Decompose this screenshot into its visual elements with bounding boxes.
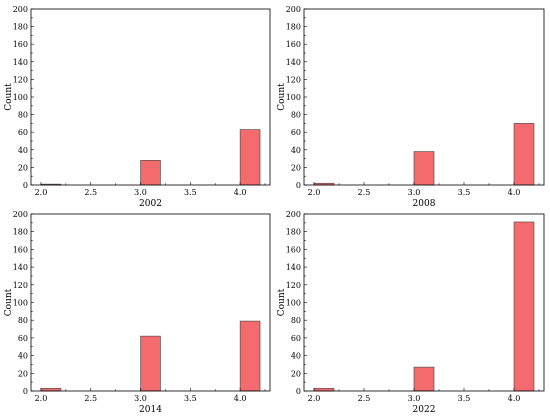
y-tick-label: 60 — [291, 128, 301, 137]
x-axis-title: 2022 — [413, 405, 436, 415]
y-tick-label: 160 — [286, 245, 301, 254]
x-tick-label: 3.0 — [408, 394, 421, 403]
y-tick-label: 40 — [291, 352, 301, 361]
x-tick-label: 3.0 — [134, 394, 147, 403]
y-tick-label: 160 — [13, 40, 28, 49]
y-tick-label: 40 — [18, 146, 28, 155]
plot-frame — [30, 8, 271, 186]
y-axis-title: Count — [277, 288, 287, 316]
y-tick-label: 80 — [291, 111, 301, 120]
y-tick-label: 200 — [13, 210, 28, 219]
y-tick-label: 20 — [291, 163, 301, 172]
bar-2002-3.0 — [140, 160, 161, 186]
y-tick-label: 60 — [291, 334, 301, 343]
y-tick-label: 0 — [23, 387, 28, 396]
y-tick-label: 100 — [13, 299, 28, 308]
x-tick-label: 2.5 — [84, 188, 97, 197]
y-tick-label: 80 — [18, 316, 28, 325]
x-tick-label: 3.5 — [184, 394, 197, 403]
x-tick-label: 3.0 — [134, 188, 147, 197]
chart-panel-2022: 0 20 40 60 80 100 120 140 160 180 200 2.0 2.5 3.0 3.5 4… — [277, 210, 545, 415]
y-tick-label: 120 — [286, 75, 301, 84]
y-tick-label: 140 — [13, 263, 28, 272]
x-tick-label: 4.0 — [234, 188, 247, 197]
chart-panel-2008: 0 20 40 60 80 100 120 140 160 180 200 2.0 2.5 3.0 3.5 4… — [277, 5, 545, 209]
x-tick-label: 2.0 — [308, 188, 321, 197]
plot-frame — [303, 213, 545, 392]
x-tick-label: 4.0 — [234, 394, 247, 403]
y-tick-label: 0 — [296, 387, 301, 396]
y-tick-label: 0 — [23, 181, 28, 190]
y-tick-label: 100 — [13, 93, 28, 102]
y-tick-label: 100 — [286, 299, 301, 308]
y-tick-label: 80 — [291, 316, 301, 325]
y-tick-label: 180 — [13, 228, 28, 237]
chart-panel-2002: 0 20 40 60 80 100 120 140 160 180 200 2.0 2.5 3.0 3.5 4… — [4, 5, 271, 209]
bar-2002-4.0 — [239, 129, 261, 186]
bar-2008-3.0 — [413, 151, 435, 186]
y-tick-label: 120 — [13, 75, 28, 84]
x-tick-label: 3.5 — [458, 394, 471, 403]
y-tick-label: 60 — [18, 334, 28, 343]
y-tick-label: 140 — [13, 58, 28, 67]
x-tick-label: 2.0 — [35, 394, 48, 403]
y-tick-label: 200 — [286, 210, 301, 219]
y-tick-label: 200 — [13, 5, 28, 14]
y-tick-label: 140 — [286, 58, 301, 67]
y-tick-label: 180 — [286, 228, 301, 237]
y-tick-label: 160 — [286, 40, 301, 49]
x-tick-label: 4.0 — [508, 188, 521, 197]
y-tick-label: 120 — [13, 281, 28, 290]
y-tick-label: 20 — [18, 163, 28, 172]
x-tick-label: 2.0 — [35, 188, 48, 197]
y-tick-label: 20 — [18, 369, 28, 378]
y-tick-label: 60 — [18, 128, 28, 137]
x-axis-title: 2008 — [413, 199, 436, 209]
y-tick-label: 100 — [286, 93, 301, 102]
x-axis-title: 2014 — [139, 405, 162, 415]
x-tick-label: 2.0 — [308, 394, 321, 403]
y-axis-title: Count — [4, 288, 14, 316]
y-tick-label: 160 — [13, 245, 28, 254]
x-tick-label: 3.5 — [458, 188, 471, 197]
bar-2022-4.0 — [513, 221, 535, 392]
y-tick-label: 180 — [286, 23, 301, 32]
bar-2022-3.0 — [413, 366, 435, 392]
y-tick-label: 40 — [18, 352, 28, 361]
x-tick-label: 3.5 — [184, 188, 197, 197]
x-tick-label: 2.5 — [358, 188, 371, 197]
y-tick-label: 140 — [286, 263, 301, 272]
y-tick-label: 0 — [296, 181, 301, 190]
x-tick-label: 2.5 — [84, 394, 97, 403]
y-tick-label: 200 — [286, 5, 301, 14]
y-axis-title: Count — [4, 83, 14, 111]
chart-panel-2014: 0 20 40 60 80 100 120 140 160 180 200 2.0 2.5 3.0 3.5 4… — [4, 210, 271, 415]
bar-2014-3.0 — [140, 335, 161, 392]
y-tick-label: 40 — [291, 146, 301, 155]
x-tick-label: 3.0 — [408, 188, 421, 197]
bar-2014-4.0 — [239, 320, 261, 392]
y-axis-title: Count — [277, 83, 287, 111]
x-axis-title: 2002 — [139, 199, 162, 209]
x-tick-label: 2.5 — [358, 394, 371, 403]
y-tick-label: 120 — [286, 281, 301, 290]
y-tick-label: 180 — [13, 23, 28, 32]
x-tick-label: 4.0 — [508, 394, 521, 403]
bar-2008-4.0 — [513, 123, 535, 186]
y-tick-label: 20 — [291, 369, 301, 378]
y-tick-label: 80 — [18, 111, 28, 120]
